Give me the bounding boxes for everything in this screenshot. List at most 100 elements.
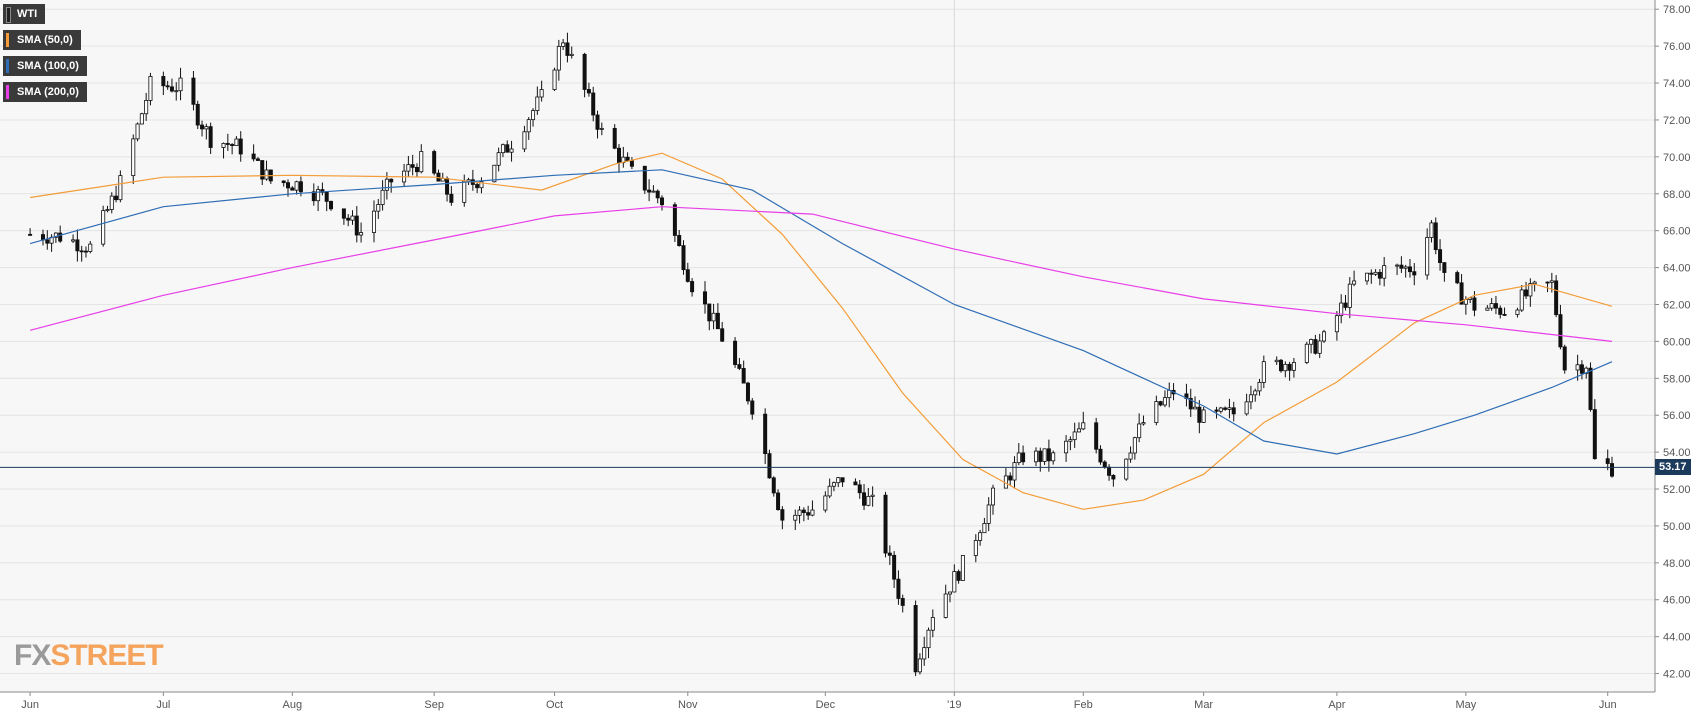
x-tick-label: Mar [1194,699,1213,711]
candle-body [960,555,965,581]
candle-body [389,178,394,183]
candle-body [1493,303,1498,309]
candle-body [148,76,153,101]
candle-body [354,215,359,236]
legend-swatch [6,59,9,73]
y-tick-label: 42.00 [1663,669,1691,681]
candle-body [1244,401,1249,415]
candle-body [131,138,136,176]
candle-body [1279,359,1284,372]
candle-body [1373,271,1378,275]
candle-body [1141,422,1146,425]
candle-body [71,239,76,242]
candle-body [672,204,677,236]
candle-body [1107,466,1112,476]
candle-body [1485,307,1490,311]
candle-body [1253,390,1258,396]
candle-body [647,189,652,193]
candle-body [45,239,50,244]
candle-body [733,340,738,365]
candle-body [1309,339,1314,345]
candle-body [1291,362,1296,371]
legend-item-sma-100[interactable]: SMA (100,0) [3,56,87,76]
candle-body [797,509,802,516]
legend-item-sma-50[interactable]: SMA (50,0) [3,30,81,50]
candle-body [1257,382,1262,392]
candle-body [298,181,303,193]
x-tick-label: Jun [1599,699,1617,711]
x-tick-label: Oct [546,699,563,711]
candle-body [75,239,80,252]
candle-body [677,235,682,247]
legend-label: SMA (50,0) [17,34,73,46]
candle-body [260,160,265,180]
candle-body [1455,272,1460,284]
x-tick-label: Feb [1074,699,1093,711]
candle-body [1094,422,1099,450]
candle-body [836,477,841,484]
candle-body [862,492,867,506]
candle-body [926,629,931,649]
candle-body [496,152,501,166]
candle-body [827,485,832,497]
candle-body [28,233,33,236]
candle-body [230,144,235,146]
candle-body [690,281,695,293]
candle-body [1433,222,1438,251]
candle-body [870,494,875,497]
candle-body [1334,315,1339,333]
candle-body [1369,272,1374,275]
candle-body [445,178,450,195]
candle-body [346,217,351,221]
y-tick-label: 72.00 [1663,115,1691,127]
y-tick-label: 44.00 [1663,632,1691,644]
candle-body [204,126,209,130]
candle-body [376,204,381,212]
candle-body [264,169,269,180]
candle-body [857,484,862,494]
candle-body [294,181,299,191]
candle-body [83,250,88,253]
candle-body [1425,237,1430,276]
candle-body [200,124,205,130]
candle-body [660,197,665,206]
y-axis-ticks: 78.00 76.00 74.00 72.00 70.00 68.00 66.00 64.00… [1655,4,1691,681]
candle-body [737,364,742,369]
candle-body [118,175,123,201]
candle-body [1545,281,1550,284]
y-tick-label: 74.00 [1663,78,1691,90]
candle-body [1261,361,1266,383]
candle-body [591,92,596,116]
candle-body [1528,283,1533,297]
candle-body [479,181,484,189]
candle-body [225,143,230,145]
candle-body [449,193,454,203]
candle-body [711,312,716,322]
candle-body [251,153,256,160]
legend-item-sma-200[interactable]: SMA (200,0) [3,82,87,102]
candle-body [1399,264,1404,269]
legend-item-wti[interactable]: WTI [3,4,46,24]
candle-body [986,504,991,524]
candle-body [930,617,935,631]
candle-body [475,184,480,189]
candle-body [629,160,634,167]
candle-body [763,413,768,455]
candle-body [1033,450,1038,463]
candle-body [539,89,544,98]
legend-label: SMA (200,0) [17,86,79,98]
y-tick-label: 70.00 [1663,152,1691,164]
candle-body [505,144,510,153]
candle-body [1412,271,1417,276]
candle-body [58,232,63,242]
fxstreet-logo: FXSTREET [14,641,164,671]
series-sma-50-0 [30,152,1613,510]
candle-body [1588,367,1593,410]
y-tick-label: 68.00 [1663,189,1691,201]
candle-body [776,492,781,511]
candle-body [432,151,437,174]
candle-body [1532,281,1537,285]
candle-body [414,166,419,173]
candle-body [1605,458,1610,464]
candle-body [1339,302,1344,317]
